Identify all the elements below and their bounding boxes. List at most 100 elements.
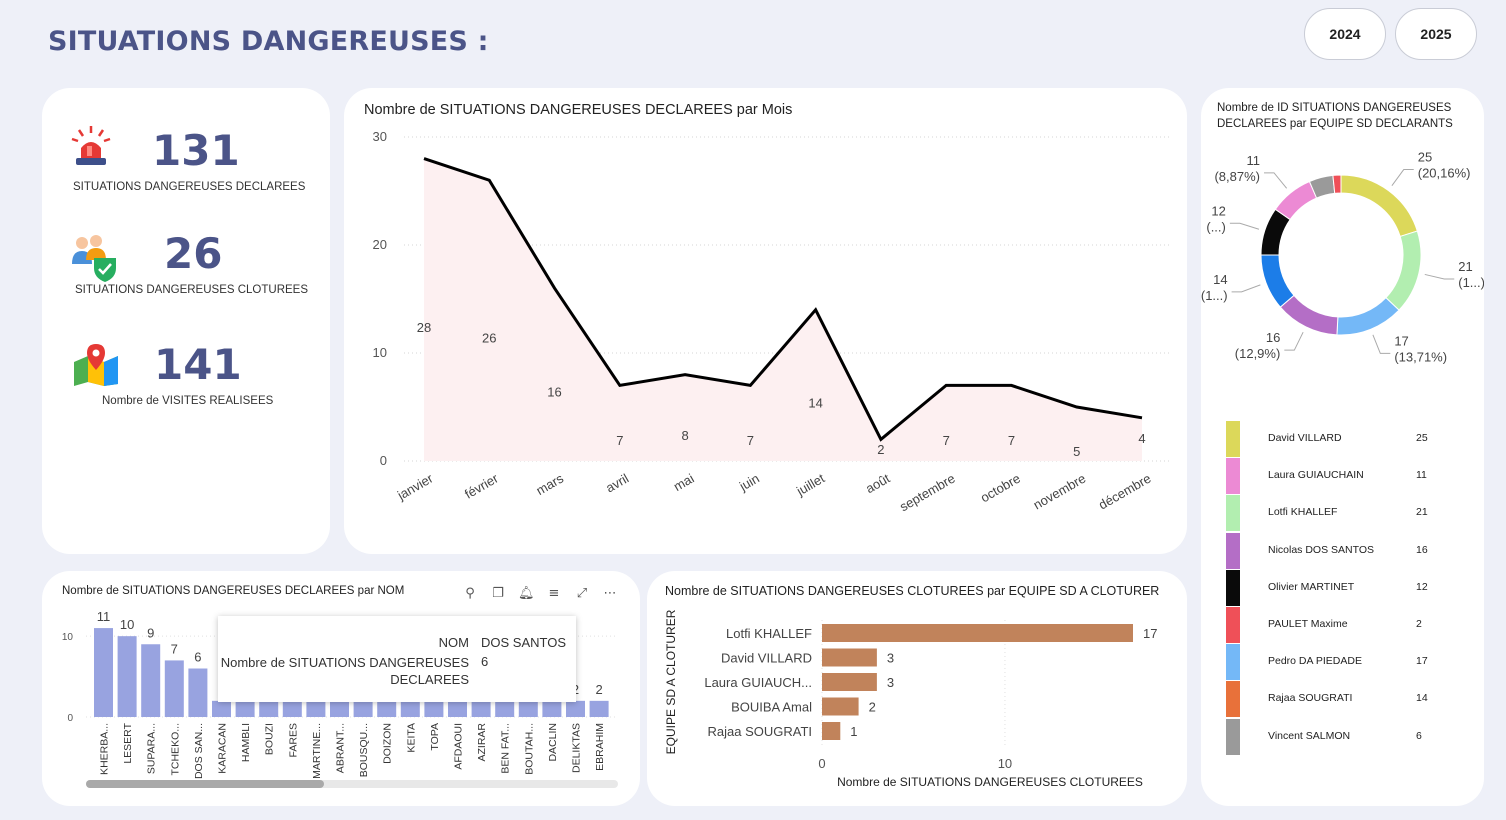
team-shield-icon xyxy=(72,235,116,282)
legend-value: 6 xyxy=(1416,729,1422,742)
x-tick-label: KARACAN xyxy=(217,723,229,774)
callout-value: 11 xyxy=(1247,153,1261,168)
team-donut-chart[interactable]: 25(20,16%)21(1...)17(13,71%)16(12,9%)14(… xyxy=(1201,150,1484,380)
x-tick-label: BEN FAT... xyxy=(500,723,512,774)
y-tick-label: Rajaa SOUGRATI xyxy=(707,724,812,739)
closed-bar-chart[interactable]: 0 10 Lotfi KHALLEF 17 David VILLARD 3 Laura GU… xyxy=(647,600,1187,800)
legend-item[interactable]: PAULET Maxime 2 xyxy=(1226,607,1446,643)
legend-swatch xyxy=(1226,681,1240,718)
x-tick-label: FARES xyxy=(287,723,299,757)
legend-swatch xyxy=(1226,569,1240,606)
data-label: 10 xyxy=(120,617,134,632)
donut-slice xyxy=(1385,230,1422,311)
more-options-icon[interactable]: ⋯ xyxy=(603,586,617,601)
x-tick-label: mai xyxy=(671,471,697,495)
data-label: 28 xyxy=(417,320,431,335)
callout-value: 16 xyxy=(1266,330,1280,345)
callout-line xyxy=(1391,169,1414,186)
legend-item[interactable]: Vincent SALMON 6 xyxy=(1226,718,1446,755)
x-tick-label: DOIZON xyxy=(382,723,394,764)
x-tick-label: MARTINE... xyxy=(311,723,323,779)
bar xyxy=(542,700,562,717)
copy-icon[interactable]: ❐ xyxy=(492,586,504,601)
data-label: 2 xyxy=(595,682,602,697)
bar xyxy=(424,700,444,717)
x-tick-label: décembre xyxy=(1096,471,1154,513)
pin-icon[interactable]: ⚲ xyxy=(465,586,475,601)
legend-name: Lotfi KHALLEF xyxy=(1268,506,1338,519)
callout-percent: (...) xyxy=(1206,219,1226,234)
x-tick-label: KHERBA... xyxy=(99,723,111,775)
x-tick-label: 0 xyxy=(818,756,825,771)
bar xyxy=(822,648,877,667)
x-tick-label: HAMBLI xyxy=(240,723,252,762)
legend-name: Rajaa SOUGRATI xyxy=(1268,692,1353,705)
name-bar-chart[interactable]: 0 10 11 KHERBA... 10 LESERT 9 SUPARA... 7 TCHEKO.… xyxy=(42,600,640,780)
y-tick-label: Laura GUIAUCH... xyxy=(704,675,812,690)
callout-line xyxy=(1424,273,1455,280)
kpi-visits-value: 141 xyxy=(154,340,242,389)
focus-mode-icon[interactable]: ⤢ xyxy=(576,586,588,601)
callout-value: 21 xyxy=(1458,259,1472,274)
x-tick-label: DACLIN xyxy=(547,723,559,762)
legend-swatch xyxy=(1226,458,1240,495)
legend-name: Olivier MARTINET xyxy=(1268,580,1355,593)
year-button-2025[interactable]: 2025 xyxy=(1395,8,1477,60)
kpi-declared-value: 131 xyxy=(152,126,240,175)
bell-icon[interactable]: 🔔︎ xyxy=(518,586,535,601)
data-label: 14 xyxy=(808,395,822,410)
data-label: 2 xyxy=(877,442,884,457)
year-button-2024[interactable]: 2024 xyxy=(1304,8,1386,60)
legend-swatch xyxy=(1226,532,1240,569)
data-label: 16 xyxy=(547,385,561,400)
data-label: 17 xyxy=(1143,626,1157,641)
x-tick-label: janvier xyxy=(394,470,436,503)
bar xyxy=(822,624,1133,642)
y-tick-label: 30 xyxy=(373,129,387,144)
filter-icon[interactable]: ≡ xyxy=(548,586,560,601)
bar xyxy=(822,697,859,716)
monthly-line-chart[interactable]: 0 10 20 30 28 janvier 26 février 16 mars 7 avril 8 ma… xyxy=(344,120,1187,540)
legend-item[interactable]: Laura GUIAUCHAIN 11 xyxy=(1226,458,1446,495)
bar xyxy=(94,628,113,717)
callout-percent: (1...) xyxy=(1458,275,1484,290)
data-label: 8 xyxy=(681,428,688,443)
y-tick-label: David VILLARD xyxy=(721,651,812,666)
y-tick-label: 20 xyxy=(373,237,387,252)
legend-item[interactable]: David VILLARD 25 xyxy=(1226,421,1446,457)
x-tick-label: BOUSQU... xyxy=(358,723,370,777)
y-tick-label: 0 xyxy=(380,453,387,468)
donut-slice xyxy=(1332,174,1342,194)
name-bar-scrollbar[interactable] xyxy=(86,780,618,788)
legend-value: 21 xyxy=(1416,506,1428,519)
page-title: SITUATIONS DANGEREUSES : xyxy=(48,26,489,57)
bar xyxy=(188,668,208,717)
visual-toolbar: ⚲ ❐ 🔔︎ ≡ ⤢ ⋯ xyxy=(462,586,618,606)
legend-swatch xyxy=(1226,607,1240,643)
legend-value: 16 xyxy=(1416,543,1428,556)
legend-name: Pedro DA PIEDADE xyxy=(1268,655,1362,668)
x-tick-label: novembre xyxy=(1031,471,1089,513)
callout-value: 12 xyxy=(1211,203,1225,218)
legend-item[interactable]: Lotfi KHALLEF 21 xyxy=(1226,495,1446,532)
legend-item[interactable]: Rajaa SOUGRATI 14 xyxy=(1226,681,1446,718)
name-bar-scrollbar-thumb[interactable] xyxy=(86,780,324,788)
bar xyxy=(330,700,349,717)
legend-swatch xyxy=(1226,495,1240,532)
legend-item[interactable]: Nicolas DOS SANTOS 16 xyxy=(1226,532,1446,569)
donut-slice xyxy=(1260,254,1295,308)
legend-item[interactable]: Pedro DA PIEDADE 17 xyxy=(1226,644,1446,681)
legend-swatch xyxy=(1226,644,1240,681)
legend-item[interactable]: Olivier MARTINET 12 xyxy=(1226,569,1446,606)
callout-value: 17 xyxy=(1394,333,1408,348)
map-pin-icon xyxy=(74,344,118,386)
donut-slice xyxy=(1279,294,1339,336)
tooltip-nom-label: NOM xyxy=(438,635,469,650)
monthly-chart-title: Nombre de SITUATIONS DANGEREUSES DECLARE… xyxy=(364,102,793,118)
data-label: 26 xyxy=(482,331,496,346)
callout-line xyxy=(1231,284,1261,293)
x-axis-title: Nombre de SITUATIONS DANGEREUSES CLOTURE… xyxy=(837,775,1143,789)
kpi-card xyxy=(42,88,330,554)
data-label: 7 xyxy=(616,433,623,448)
x-tick-label: DELIKTAS xyxy=(571,723,583,773)
